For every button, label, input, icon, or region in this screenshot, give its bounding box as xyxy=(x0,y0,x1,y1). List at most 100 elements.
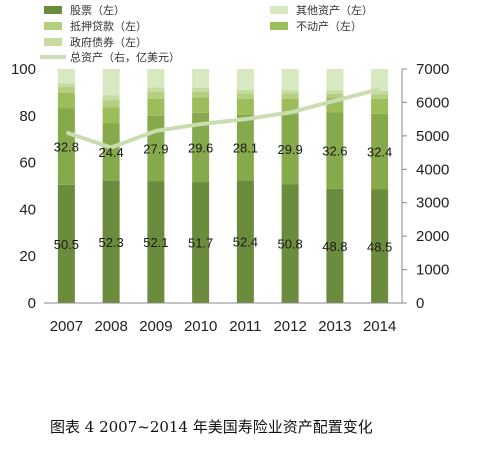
y-right-tick: 3000 xyxy=(416,195,449,212)
data-label: 52.3 xyxy=(98,235,123,250)
legend-swatch xyxy=(44,6,62,14)
y-left-tick: 60 xyxy=(19,155,36,172)
legend-label: 抵押贷款（左） xyxy=(70,19,147,33)
data-label: 32.4 xyxy=(367,145,392,160)
bar-segment xyxy=(371,69,389,91)
y-left-tick: 0 xyxy=(28,295,36,312)
bar-segment xyxy=(236,69,254,90)
bar-segment xyxy=(102,123,120,181)
legend-swatch xyxy=(270,6,288,14)
legend-label: 股票（左） xyxy=(70,4,125,17)
bar-segment xyxy=(57,92,75,109)
bar-segment xyxy=(57,184,75,303)
y-right-tick: 6000 xyxy=(416,94,449,111)
bar-segment xyxy=(147,181,165,303)
y-right-tick: 4000 xyxy=(416,161,449,178)
x-tick: 2008 xyxy=(94,318,127,335)
y-right-tick: 1000 xyxy=(416,262,449,279)
data-labels: 50.5 32.8 52.3 24.4 52.1 27.9 51.7 29.6 52.4 28.1… xyxy=(54,139,393,254)
data-label: 52.1 xyxy=(143,235,168,250)
y-left-tick: 40 xyxy=(19,201,36,218)
bar-segment xyxy=(281,94,299,99)
legend-label: 不动产（左） xyxy=(296,19,362,33)
y-right-tick: 7000 xyxy=(416,61,449,78)
bar-segment xyxy=(236,89,254,94)
bar-segment xyxy=(281,184,299,303)
bar-segment xyxy=(371,113,389,190)
bar-segment xyxy=(192,91,210,98)
bar-segment xyxy=(281,69,299,91)
x-tick: 2014 xyxy=(363,318,396,335)
data-label: 27.9 xyxy=(143,141,168,156)
bar-segment xyxy=(147,98,165,116)
legend-label: 总资产（右，亿美元） xyxy=(70,50,180,64)
bar-segment xyxy=(236,114,254,181)
data-label: 29.6 xyxy=(188,140,213,155)
data-label: 28.1 xyxy=(233,141,258,156)
data-label: 32.8 xyxy=(54,139,79,154)
legend-swatch xyxy=(44,38,62,46)
y-left-tick: 80 xyxy=(19,108,36,125)
total-assets-line xyxy=(65,87,381,150)
y-left-tick: 20 xyxy=(19,248,36,265)
bar-segment xyxy=(192,87,210,92)
bar-segment xyxy=(102,107,120,124)
bar-segment xyxy=(281,90,299,95)
bar-segment xyxy=(326,69,344,91)
data-label: 50.5 xyxy=(54,237,79,252)
bar-segment xyxy=(192,112,210,183)
x-tick: 2009 xyxy=(139,318,172,335)
data-label: 48.5 xyxy=(367,239,392,254)
bar-segment xyxy=(102,95,120,101)
bar-segment xyxy=(192,182,210,303)
bar-segment xyxy=(326,93,344,99)
bar-segment xyxy=(281,114,299,185)
bar-segment xyxy=(326,90,344,94)
data-label: 24.4 xyxy=(98,145,123,160)
legend-swatch xyxy=(270,22,288,30)
x-tick: 2011 xyxy=(229,318,261,335)
bar-segment xyxy=(236,180,254,303)
bar-segment xyxy=(236,93,254,99)
x-tick: 2013 xyxy=(318,318,351,335)
bar-segment xyxy=(192,97,210,113)
legend-swatch xyxy=(44,22,62,30)
bar-segment xyxy=(57,69,75,84)
y-right-tick: 5000 xyxy=(416,128,449,145)
bar-segment xyxy=(371,90,389,95)
x-tick: 2010 xyxy=(184,318,217,335)
total-assets-polyline xyxy=(65,87,381,150)
data-label: 51.7 xyxy=(188,236,213,251)
y-right-tick: 0 xyxy=(416,295,424,312)
bar-segment xyxy=(147,87,165,92)
figure-caption: 图表 4 2007~2014 年美国寿险业资产配置变化 xyxy=(50,418,373,436)
bar-segment xyxy=(371,98,389,114)
bar-segment xyxy=(192,69,210,88)
bar-segment xyxy=(147,69,165,88)
bar-segment xyxy=(102,69,120,96)
y-left-tick: 100 xyxy=(11,61,36,78)
bar-segment xyxy=(57,87,75,93)
data-label: 32.6 xyxy=(322,144,347,159)
bar-segment xyxy=(236,98,254,115)
bars xyxy=(57,69,389,303)
bar-segment xyxy=(147,91,165,99)
data-label: 29.9 xyxy=(277,142,302,157)
bar-segment xyxy=(57,108,75,185)
bar-segment xyxy=(102,100,120,108)
bar-segment xyxy=(326,112,344,189)
legend-label: 政府债券（左） xyxy=(70,35,147,49)
x-tick: 2012 xyxy=(273,318,306,335)
bar-segment xyxy=(102,180,120,303)
axes: 0204060801000100020003000400050006000700… xyxy=(11,61,449,335)
bar-segment xyxy=(57,83,75,88)
data-label: 48.8 xyxy=(322,239,347,254)
data-label: 50.8 xyxy=(277,237,302,252)
x-tick: 2007 xyxy=(50,318,83,335)
bar-segment xyxy=(371,189,389,303)
data-label: 52.4 xyxy=(233,235,258,250)
bar-segment xyxy=(371,94,389,99)
legend: 股票（左） 其他资产（左） 抵押贷款（左） 不动产（左） 政府债券（左）总资产（右，亿美… xyxy=(40,3,373,64)
bar-segment xyxy=(326,188,344,303)
